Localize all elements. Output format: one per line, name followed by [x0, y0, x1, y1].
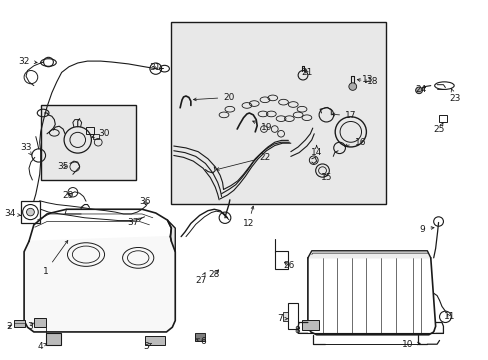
Text: 28: 28 — [208, 270, 220, 279]
Text: 37: 37 — [127, 218, 142, 227]
Bar — [438, 115, 447, 122]
Circle shape — [43, 57, 53, 67]
Bar — [194, 333, 205, 341]
Bar — [274, 251, 288, 269]
Text: 1: 1 — [42, 240, 68, 276]
Text: 16: 16 — [344, 138, 366, 147]
Text: 6: 6 — [196, 337, 205, 346]
Text: 29: 29 — [62, 190, 74, 199]
Text: 36: 36 — [139, 197, 150, 206]
Text: 33: 33 — [20, 143, 32, 155]
Text: 8: 8 — [294, 325, 300, 334]
Text: 24: 24 — [414, 85, 426, 94]
Text: 26: 26 — [283, 261, 294, 270]
Text: 23: 23 — [448, 89, 460, 103]
Text: 2: 2 — [7, 322, 12, 331]
Bar — [14, 320, 25, 327]
Bar — [288, 303, 298, 329]
Polygon shape — [29, 209, 171, 241]
Text: 21: 21 — [301, 68, 312, 77]
Bar — [41, 105, 136, 180]
Circle shape — [26, 208, 34, 216]
Bar — [93, 134, 99, 139]
Text: 13: 13 — [361, 76, 372, 85]
Polygon shape — [24, 237, 175, 332]
Text: 19: 19 — [252, 121, 272, 132]
Text: 32: 32 — [19, 57, 37, 66]
Bar — [86, 127, 94, 134]
Bar — [302, 320, 318, 330]
Polygon shape — [307, 251, 430, 258]
Bar — [45, 333, 61, 345]
Text: 11: 11 — [443, 312, 454, 321]
Text: 31: 31 — [149, 63, 160, 72]
Text: 17: 17 — [331, 111, 356, 120]
Polygon shape — [307, 258, 435, 335]
Bar — [21, 201, 40, 224]
Text: 10: 10 — [401, 340, 419, 349]
Text: 20: 20 — [193, 93, 234, 102]
Circle shape — [415, 87, 422, 94]
Bar — [171, 22, 385, 204]
Text: 5: 5 — [143, 342, 151, 351]
Text: 7: 7 — [276, 314, 287, 323]
Text: 9: 9 — [419, 225, 433, 234]
Circle shape — [348, 83, 356, 90]
Text: 15: 15 — [320, 173, 331, 182]
Text: 12: 12 — [242, 206, 254, 228]
Text: 22: 22 — [216, 153, 270, 170]
Text: 34: 34 — [4, 210, 20, 219]
Text: 30: 30 — [92, 129, 110, 138]
Text: 4: 4 — [38, 342, 47, 351]
Bar — [282, 312, 288, 321]
Bar — [144, 336, 164, 345]
Bar — [34, 318, 45, 327]
Text: 25: 25 — [432, 123, 444, 135]
Polygon shape — [167, 220, 175, 252]
Text: 27: 27 — [195, 273, 206, 285]
Text: 14: 14 — [310, 145, 322, 157]
Text: 35: 35 — [57, 162, 69, 171]
Text: 18: 18 — [357, 77, 377, 86]
Text: 3: 3 — [27, 322, 33, 331]
